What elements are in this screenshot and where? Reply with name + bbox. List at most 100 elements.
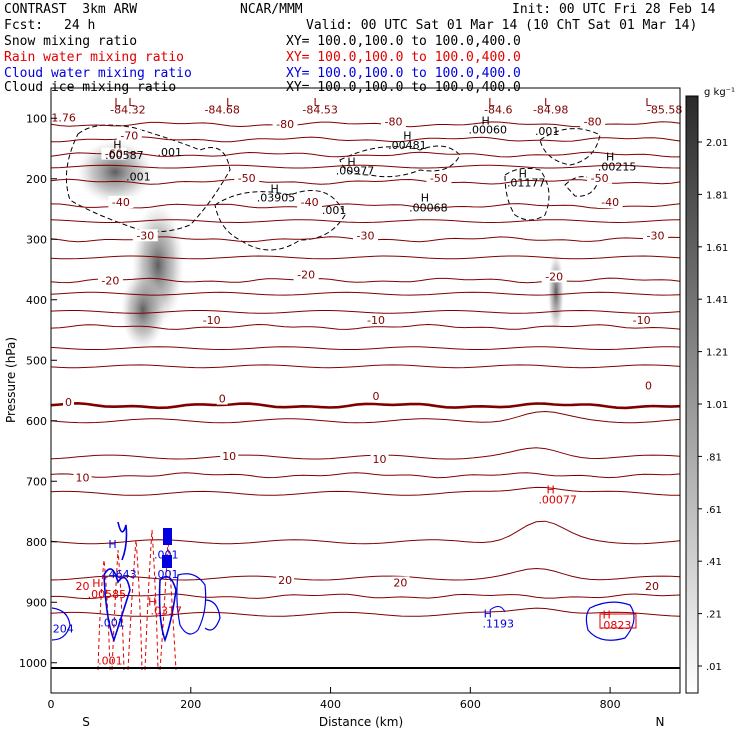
contour-label-bg bbox=[220, 450, 239, 463]
extremum-label: .001 bbox=[126, 171, 151, 184]
contour-label: -20 bbox=[545, 270, 563, 283]
contour-label: -84.53 bbox=[302, 103, 337, 116]
x-tick-label: 600 bbox=[460, 698, 481, 711]
x-end-label-right: N bbox=[656, 715, 665, 729]
extremum-label: .00977 bbox=[336, 165, 375, 178]
field-rain-label: Rain water mixing ratio bbox=[4, 50, 185, 65]
colorbar-tick-label: .61 bbox=[706, 505, 722, 516]
snow-shading-lower bbox=[121, 270, 165, 350]
contour-label: 20 bbox=[278, 574, 292, 587]
contour-label-bg bbox=[629, 314, 655, 326]
contour-label: 20 bbox=[76, 580, 90, 593]
extremum-label: H bbox=[270, 183, 278, 196]
contour-label: 10 bbox=[76, 471, 90, 484]
y-tick-label: 100 bbox=[26, 112, 47, 125]
isotherm-line bbox=[51, 178, 680, 185]
isotherm-line bbox=[51, 607, 680, 617]
isotherm-line bbox=[51, 593, 680, 600]
cloud-water-contour bbox=[103, 568, 131, 643]
isotherm-line bbox=[51, 219, 680, 224]
contour-label-bg bbox=[272, 117, 298, 130]
extremum-label: H bbox=[547, 483, 555, 496]
contour-label: -30 bbox=[357, 229, 375, 242]
extremum-label: .001 bbox=[535, 125, 560, 138]
extremum-label: .001 bbox=[154, 568, 179, 581]
contour-label-bg bbox=[580, 115, 606, 128]
contour-label: -80 bbox=[584, 116, 602, 129]
extremum-label: .03905 bbox=[257, 192, 296, 205]
extremum-label: H bbox=[519, 168, 527, 181]
extremum-label: .00215 bbox=[598, 160, 637, 173]
contour-label: -10 bbox=[367, 314, 385, 327]
y-axis-title: Pressure (hPa) bbox=[4, 337, 18, 423]
extremum-label: .001 bbox=[154, 549, 179, 562]
contour-label-bg bbox=[381, 115, 406, 128]
extremum-label: H bbox=[606, 151, 614, 164]
cloud-water-contour bbox=[51, 607, 71, 641]
contour-label-bg bbox=[199, 314, 225, 326]
cloud-water-contour bbox=[117, 521, 128, 561]
contour-label: -70 bbox=[120, 129, 138, 142]
contour-label-bg bbox=[643, 580, 661, 593]
snow-shading-core bbox=[77, 140, 153, 204]
y-tick-label: 1000 bbox=[19, 657, 47, 670]
contour-label-bg bbox=[597, 196, 623, 208]
init-time: Init: 00 UTC Fri 28 Feb 14 bbox=[512, 2, 716, 17]
field-cloudwater-label: Cloud water mixing ratio bbox=[4, 66, 192, 81]
fcst-label: Fcst: bbox=[4, 18, 44, 33]
x-tick-label: 200 bbox=[180, 698, 201, 711]
y-tick-label: 700 bbox=[26, 475, 47, 488]
isotherm-line bbox=[51, 255, 680, 260]
isotherm-line bbox=[51, 401, 680, 410]
contour-label-bg bbox=[370, 453, 389, 466]
contour-label: -20 bbox=[101, 275, 119, 288]
extremum-label: H bbox=[482, 114, 490, 127]
contour-label-bg bbox=[297, 103, 344, 116]
extremum-label: .001 bbox=[100, 617, 125, 630]
cloud-water-contour bbox=[585, 601, 635, 641]
contour-label: 20 bbox=[645, 580, 659, 593]
contour-label: 0 bbox=[219, 393, 226, 406]
isotherm-line bbox=[51, 309, 680, 314]
y-tick-label: 200 bbox=[26, 173, 47, 186]
contour-label: -80 bbox=[276, 118, 294, 131]
contour-label-bg bbox=[276, 574, 295, 587]
isotherm-line bbox=[51, 323, 680, 330]
contour-label-bg bbox=[108, 196, 134, 208]
contour-label-bg bbox=[116, 129, 142, 142]
extremum-label: .00587 bbox=[105, 149, 144, 162]
contour-label: 0 bbox=[65, 396, 72, 409]
isotherm-line bbox=[51, 346, 680, 351]
extremum-label: H bbox=[108, 538, 116, 551]
field-snow-label: Snow mixing ratio bbox=[4, 34, 138, 49]
plot-frame bbox=[50, 87, 681, 694]
extremum-label: H bbox=[403, 129, 411, 142]
contour-label-bg bbox=[643, 379, 654, 392]
contour-label-bg bbox=[63, 396, 74, 409]
isotherm-line bbox=[51, 486, 680, 496]
y-tick-label: 600 bbox=[26, 415, 47, 428]
isotherm-line bbox=[51, 136, 680, 143]
cloud-ice-contour bbox=[339, 145, 461, 178]
y-tick-label: 800 bbox=[26, 536, 47, 549]
contour-label-bg bbox=[391, 576, 410, 589]
y-tick-label: 900 bbox=[26, 596, 47, 609]
contour-label: -30 bbox=[136, 229, 154, 242]
contour-label-bg bbox=[216, 392, 228, 405]
center-title: NCAR/MMM bbox=[240, 2, 303, 17]
rain-contour bbox=[144, 529, 159, 671]
contour-label: -10 bbox=[203, 314, 221, 327]
extremum-label: .00060 bbox=[469, 123, 508, 136]
extremum-label: .1193 bbox=[483, 618, 515, 631]
field-snow-xy: XY= 100.0,100.0 to 100.0,400.0 bbox=[286, 34, 521, 49]
isotherm-line bbox=[51, 151, 680, 158]
cloud-water-contour bbox=[489, 606, 506, 613]
contour-label-bg bbox=[370, 390, 382, 403]
contour-label: 10 bbox=[222, 450, 236, 463]
cloud-ice-contour bbox=[504, 167, 550, 221]
contour-label: -84.98 bbox=[533, 103, 568, 116]
x-tick-label: 800 bbox=[600, 698, 621, 711]
contour-label-bg bbox=[643, 229, 668, 242]
x-axis-title: Distance (km) bbox=[319, 715, 403, 729]
